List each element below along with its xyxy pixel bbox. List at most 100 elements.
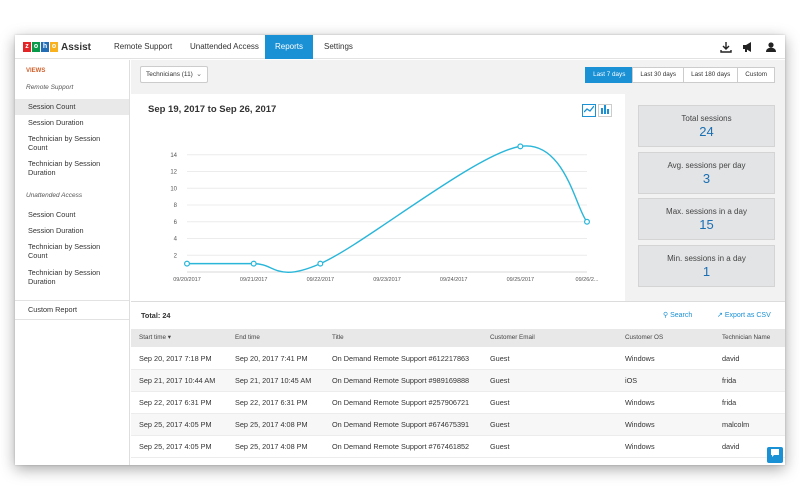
y-tick-label: 10 — [170, 186, 177, 192]
download-icon[interactable] — [720, 41, 732, 53]
cell-customer-os: Windows — [625, 398, 655, 407]
cell-customer-email: Guest — [490, 442, 510, 451]
header-end-time[interactable]: End time — [235, 334, 260, 341]
cell-customer-os: Windows — [625, 354, 655, 363]
cell-customer-email: Guest — [490, 354, 510, 363]
bar-chart-toggle-icon[interactable] — [598, 104, 612, 117]
sidebar-item-rs-technician-session-duration[interactable]: Technician by Session Duration — [28, 159, 101, 177]
header-customer-email[interactable]: Customer Email — [490, 334, 535, 341]
cell-customer-email: Guest — [490, 420, 510, 429]
nav-unattended-access[interactable]: Unattended Access — [190, 42, 259, 51]
header-customer-os[interactable]: Customer OS — [625, 334, 664, 341]
y-tick-label: 2 — [174, 253, 178, 259]
x-tick-label: 09/25/2017 — [507, 277, 535, 283]
table-row[interactable]: Sep 21, 2017 10:44 AM Sep 21, 2017 10:45… — [131, 370, 785, 392]
header-start-time[interactable]: Start time ▾ — [139, 329, 171, 347]
chat-icon[interactable] — [767, 447, 783, 463]
stat-value: 15 — [699, 217, 714, 232]
total-count: Total: 24 — [141, 311, 171, 320]
y-tick-label: 12 — [170, 170, 177, 176]
stat-label: Min. sessions in a day — [667, 254, 746, 263]
nav-remote-support[interactable]: Remote Support — [114, 42, 173, 51]
table-header: Start time ▾ End time Title Customer Ema… — [131, 329, 785, 347]
export-csv-button[interactable]: ↗ Export as CSV — [717, 311, 771, 319]
search-icon: ⚲ — [663, 312, 669, 319]
x-tick-label: 09/20/2017 — [173, 277, 201, 283]
reports-sidebar: VIEWS Remote Support Session Count Sessi… — [15, 60, 130, 465]
cell-title: On Demand Remote Support #767461852 — [332, 442, 470, 451]
announcement-icon[interactable] — [742, 41, 754, 53]
cell-customer-os: Windows — [625, 442, 655, 451]
cell-end-time: Sep 25, 2017 4:08 PM — [235, 442, 308, 451]
line-chart-toggle-icon[interactable] — [582, 104, 596, 117]
cell-customer-email: Guest — [490, 398, 510, 407]
stat-label: Total sessions — [681, 114, 732, 123]
stat-avg-sessions: Avg. sessions per day 3 — [638, 152, 775, 194]
cell-end-time: Sep 22, 2017 6:31 PM — [235, 398, 308, 407]
unattended-access-section-label: Unattended Access — [26, 192, 83, 199]
range-last-180-days[interactable]: Last 180 days — [683, 67, 739, 83]
sidebar-item-custom-report[interactable]: Custom Report — [28, 305, 78, 314]
y-tick-label: 14 — [170, 153, 177, 159]
search-button[interactable]: ⚲ Search — [663, 311, 692, 319]
x-tick-label: 09/21/2017 — [240, 277, 268, 283]
sidebar-item-ua-technician-session-count[interactable]: Technician by Session Count — [28, 242, 101, 260]
header-title[interactable]: Title — [332, 334, 344, 341]
data-point — [317, 260, 324, 267]
table-row[interactable]: Sep 22, 2017 6:31 PM Sep 22, 2017 6:31 P… — [131, 392, 785, 414]
date-range-group: Last 7 days Last 30 days Last 180 days C… — [585, 67, 775, 83]
stat-label: Max. sessions in a day — [666, 207, 747, 216]
views-heading: VIEWS — [26, 68, 46, 74]
table-row[interactable]: Sep 25, 2017 4:05 PM Sep 25, 2017 4:08 P… — [131, 436, 785, 458]
nav-settings[interactable]: Settings — [324, 42, 353, 51]
cell-start-time: Sep 25, 2017 4:05 PM — [139, 420, 212, 429]
cell-technician-name: malcolm — [722, 420, 750, 429]
stat-value: 3 — [702, 171, 711, 186]
header-technician-name[interactable]: Technician Name — [722, 334, 771, 341]
table-row[interactable]: Sep 25, 2017 4:05 PM Sep 25, 2017 4:08 P… — [131, 414, 785, 436]
header-label: Start time — [139, 334, 166, 341]
session-count-chart: 2 4 6 8 10 12 14 09/20/2017 09/21/2017 09/22/2017… — [170, 143, 599, 283]
cell-end-time: Sep 20, 2017 7:41 PM — [235, 354, 308, 363]
cell-technician-name: frida — [722, 376, 737, 385]
sort-desc-icon: ▾ — [167, 334, 171, 341]
table-row[interactable]: Sep 20, 2017 7:18 PM Sep 20, 2017 7:41 P… — [131, 348, 785, 370]
chart-title: Sep 19, 2017 to Sep 26, 2017 — [148, 104, 277, 115]
range-custom[interactable]: Custom — [737, 67, 775, 83]
technician-select[interactable]: Technicians (11) ⌄ — [140, 66, 208, 83]
x-tick-label: 09/23/2017 — [373, 277, 401, 283]
zoho-assist-logo[interactable]: z o h o Assist — [23, 40, 91, 54]
user-icon[interactable] — [765, 41, 777, 53]
export-icon: ↗ — [717, 312, 723, 319]
sidebar-item-rs-technician-session-count[interactable]: Technician by Session Count — [28, 134, 101, 152]
report-main: Technicians (11) ⌄ Last 7 days Last 30 d… — [131, 60, 785, 465]
data-point — [584, 218, 591, 225]
sidebar-item-ua-technician-session-duration[interactable]: Technician by Session Duration — [28, 268, 101, 286]
cell-start-time: Sep 25, 2017 4:05 PM — [139, 442, 212, 451]
stat-label: Avg. sessions per day — [667, 161, 746, 170]
sidebar-item-ua-session-count[interactable]: Session Count — [28, 210, 76, 219]
sidebar-item-rs-session-duration[interactable]: Session Duration — [28, 118, 84, 127]
range-last-30-days[interactable]: Last 30 days — [632, 67, 685, 83]
range-last-7-days[interactable]: Last 7 days — [585, 67, 634, 83]
logo-letter: o — [32, 42, 40, 52]
remote-support-section-label: Remote Support — [26, 84, 74, 91]
cell-title: On Demand Remote Support #257906721 — [332, 398, 470, 407]
nav-reports[interactable]: Reports — [265, 35, 313, 59]
data-point — [517, 143, 524, 150]
sidebar-item-rs-session-count[interactable]: Session Count — [15, 99, 129, 115]
stat-min-sessions: Min. sessions in a day 1 — [638, 245, 775, 287]
logo-letter: z — [23, 42, 31, 52]
cell-start-time: Sep 22, 2017 6:31 PM — [139, 398, 212, 407]
stat-value: 24 — [699, 124, 714, 139]
cell-title: On Demand Remote Support #674675391 — [332, 420, 470, 429]
cell-technician-name: david — [722, 442, 740, 451]
x-tick-label: 09/22/2017 — [307, 277, 335, 283]
stat-total-sessions: Total sessions 24 — [638, 105, 775, 147]
chevron-down-icon: ⌄ — [196, 71, 202, 78]
sidebar-divider — [15, 300, 129, 301]
sidebar-item-ua-session-duration[interactable]: Session Duration — [28, 226, 84, 235]
cell-customer-email: Guest — [490, 376, 510, 385]
chart-card: 2 4 6 8 10 12 14 09/20/2017 09/21/2017 09/22/2017… — [131, 94, 625, 301]
x-tick-label: 09/26/2... — [576, 277, 599, 283]
